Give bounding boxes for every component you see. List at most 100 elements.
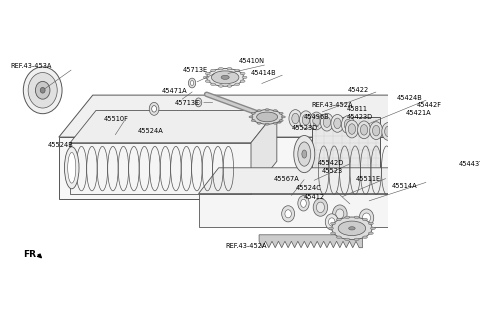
Text: 45510F: 45510F xyxy=(104,115,129,121)
Polygon shape xyxy=(251,110,277,194)
Ellipse shape xyxy=(354,238,359,241)
Ellipse shape xyxy=(371,227,375,230)
Polygon shape xyxy=(59,137,480,199)
Text: 45412: 45412 xyxy=(303,194,324,200)
Text: 45523D: 45523D xyxy=(291,125,317,131)
Ellipse shape xyxy=(273,110,277,112)
Ellipse shape xyxy=(328,227,333,230)
Text: 45424B: 45424B xyxy=(396,95,422,101)
Ellipse shape xyxy=(313,116,320,126)
Ellipse shape xyxy=(218,68,223,70)
Ellipse shape xyxy=(300,111,312,129)
Text: 45514A: 45514A xyxy=(392,183,417,189)
Ellipse shape xyxy=(211,83,216,86)
Ellipse shape xyxy=(370,122,383,139)
Ellipse shape xyxy=(298,142,311,166)
Ellipse shape xyxy=(321,113,333,131)
Ellipse shape xyxy=(332,217,372,240)
Ellipse shape xyxy=(328,218,335,226)
Text: 45496B: 45496B xyxy=(303,114,329,120)
Ellipse shape xyxy=(316,202,324,213)
Text: 45442F: 45442F xyxy=(417,102,442,108)
Ellipse shape xyxy=(152,106,156,112)
Ellipse shape xyxy=(205,72,210,75)
Ellipse shape xyxy=(362,213,371,223)
Ellipse shape xyxy=(227,85,232,87)
Ellipse shape xyxy=(285,210,291,218)
Ellipse shape xyxy=(334,118,341,129)
Ellipse shape xyxy=(265,123,269,125)
Polygon shape xyxy=(259,235,362,248)
Text: 45713E: 45713E xyxy=(174,100,199,106)
Ellipse shape xyxy=(354,216,359,218)
Ellipse shape xyxy=(348,124,356,134)
Ellipse shape xyxy=(338,221,366,236)
Ellipse shape xyxy=(346,120,359,138)
Ellipse shape xyxy=(240,72,245,75)
Ellipse shape xyxy=(313,198,328,216)
Ellipse shape xyxy=(40,87,45,93)
Ellipse shape xyxy=(362,218,368,221)
Ellipse shape xyxy=(211,69,216,72)
Text: 45524B: 45524B xyxy=(48,142,73,148)
Ellipse shape xyxy=(191,81,193,85)
Text: 45423D: 45423D xyxy=(346,114,372,120)
Polygon shape xyxy=(59,95,480,137)
Text: 45811: 45811 xyxy=(346,106,367,112)
Text: REF.43-452A: REF.43-452A xyxy=(312,102,353,108)
Ellipse shape xyxy=(344,119,351,130)
Text: 45524C: 45524C xyxy=(295,185,321,191)
Text: 45422: 45422 xyxy=(348,87,369,93)
Text: 45713E: 45713E xyxy=(182,67,207,73)
Ellipse shape xyxy=(249,116,253,118)
Text: FR.: FR. xyxy=(24,250,40,259)
Ellipse shape xyxy=(257,112,277,122)
Ellipse shape xyxy=(323,117,331,127)
Ellipse shape xyxy=(195,98,202,107)
Ellipse shape xyxy=(68,152,76,183)
Ellipse shape xyxy=(252,110,283,124)
Polygon shape xyxy=(199,168,449,194)
Ellipse shape xyxy=(211,71,239,84)
Ellipse shape xyxy=(242,76,247,79)
Ellipse shape xyxy=(298,196,309,211)
Ellipse shape xyxy=(292,113,299,124)
Ellipse shape xyxy=(197,100,200,104)
Ellipse shape xyxy=(331,114,344,132)
Polygon shape xyxy=(429,168,449,227)
Text: 45414B: 45414B xyxy=(251,69,276,75)
Ellipse shape xyxy=(240,80,245,82)
Ellipse shape xyxy=(251,112,255,114)
Ellipse shape xyxy=(206,68,244,86)
Ellipse shape xyxy=(336,209,344,219)
Ellipse shape xyxy=(336,218,341,221)
Ellipse shape xyxy=(336,236,341,238)
Ellipse shape xyxy=(281,116,285,118)
Ellipse shape xyxy=(189,78,196,88)
Ellipse shape xyxy=(300,199,306,207)
Ellipse shape xyxy=(64,147,79,189)
Text: 45567A: 45567A xyxy=(274,176,300,182)
Ellipse shape xyxy=(362,236,368,238)
Ellipse shape xyxy=(358,121,371,139)
Text: 45471A: 45471A xyxy=(162,88,188,94)
Text: REF.43-453A: REF.43-453A xyxy=(11,63,52,69)
Ellipse shape xyxy=(265,109,269,111)
Ellipse shape xyxy=(235,83,240,86)
Polygon shape xyxy=(199,194,429,227)
Text: 45410N: 45410N xyxy=(239,58,265,64)
Ellipse shape xyxy=(218,85,223,87)
Ellipse shape xyxy=(372,126,380,136)
Ellipse shape xyxy=(257,122,261,124)
Ellipse shape xyxy=(302,114,310,125)
Ellipse shape xyxy=(227,68,232,70)
Text: 45421A: 45421A xyxy=(406,110,432,116)
Ellipse shape xyxy=(282,206,295,222)
Ellipse shape xyxy=(341,116,354,133)
Ellipse shape xyxy=(28,73,57,108)
Ellipse shape xyxy=(384,126,392,137)
Text: 45443T: 45443T xyxy=(458,161,480,167)
Ellipse shape xyxy=(331,232,336,235)
Ellipse shape xyxy=(289,110,302,127)
Ellipse shape xyxy=(345,238,350,241)
